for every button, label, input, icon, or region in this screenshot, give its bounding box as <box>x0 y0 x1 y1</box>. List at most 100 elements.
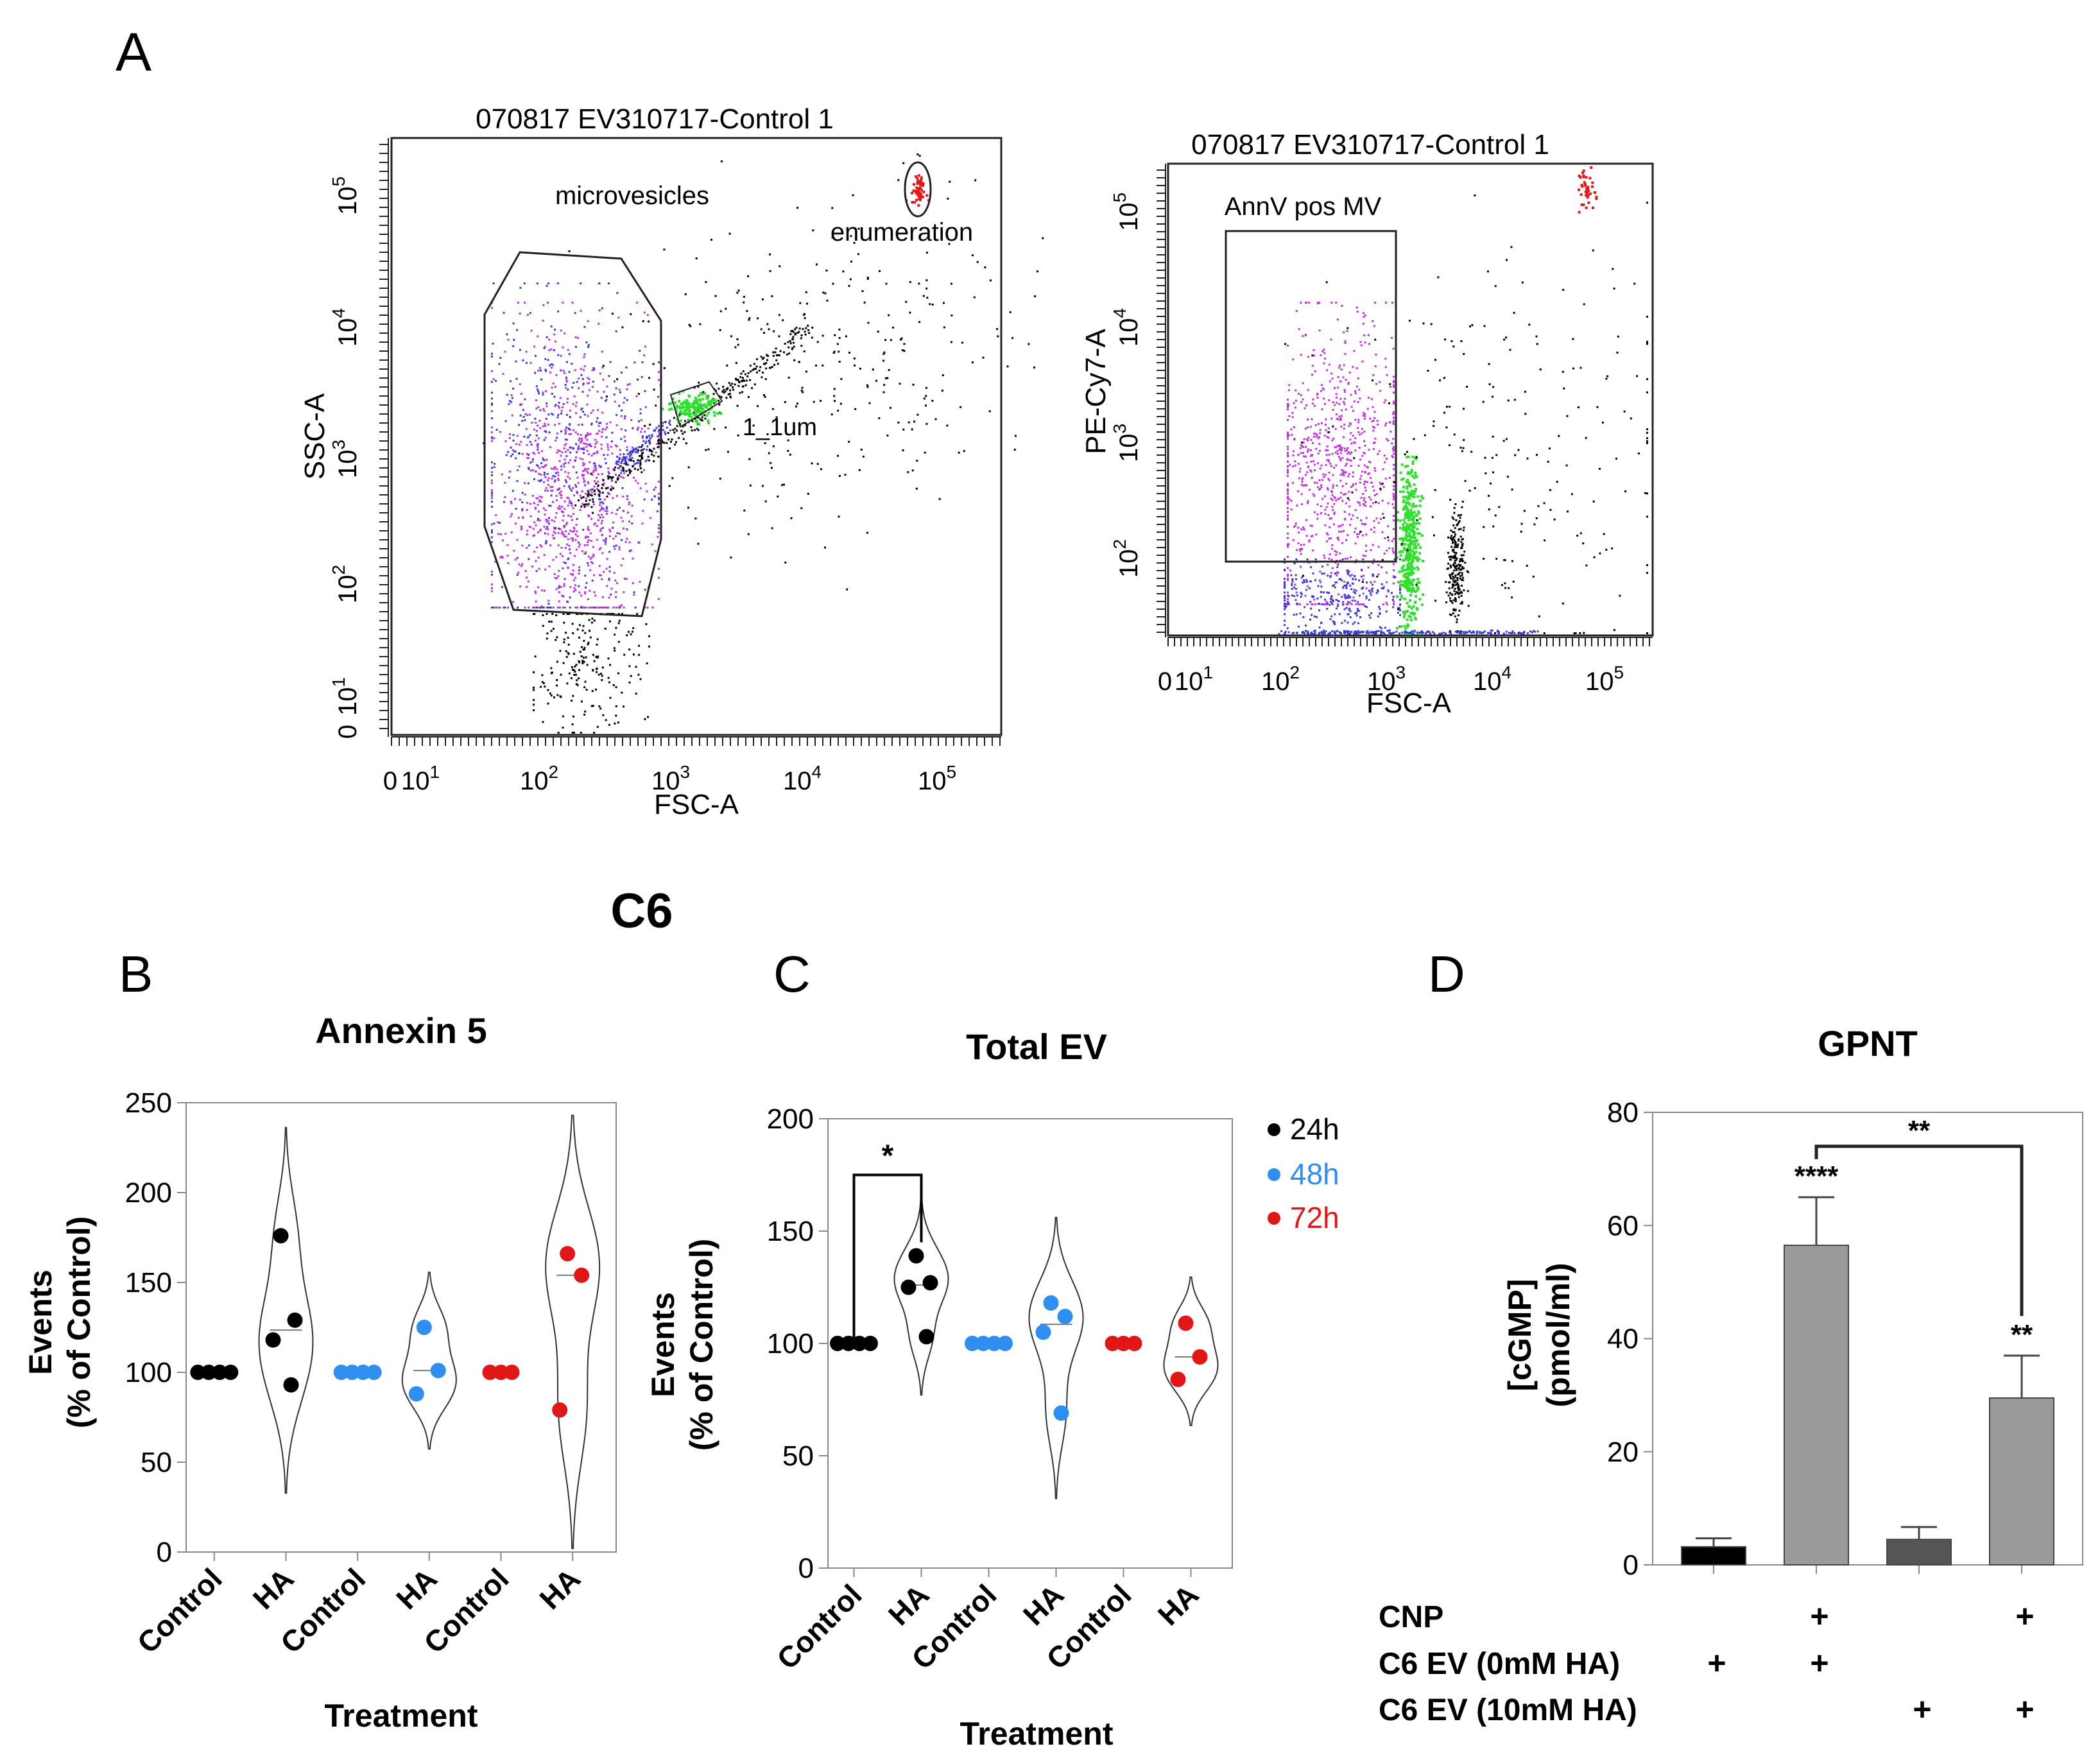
a1-event <box>684 293 687 295</box>
a1-event <box>594 462 596 465</box>
panel-label-b: B <box>119 945 153 1003</box>
a2-event <box>1411 543 1415 546</box>
a2-event <box>1527 632 1529 635</box>
a1-event <box>628 665 631 668</box>
a1-event <box>598 673 600 676</box>
a2-event <box>1407 559 1410 562</box>
a2-event <box>1400 549 1403 553</box>
a1-event <box>600 444 603 446</box>
a2-event <box>1456 632 1458 634</box>
a2-event <box>1303 438 1305 440</box>
a1-event <box>491 370 493 372</box>
annexin5-ha-point <box>283 1377 299 1393</box>
annexin5-y-tick-label: 250 <box>125 1087 172 1119</box>
a1-event <box>651 435 653 438</box>
bead-gate-label: 1_1um <box>743 414 817 441</box>
a1-event <box>882 352 885 355</box>
a1-event <box>575 523 578 526</box>
a1-event <box>675 404 678 408</box>
a1-event <box>615 481 617 483</box>
a1-event <box>596 417 599 419</box>
a1-event <box>615 714 617 717</box>
a1-event <box>942 374 944 377</box>
a1-event <box>504 533 507 535</box>
a2-event <box>1521 281 1524 284</box>
a2-event <box>1287 503 1289 505</box>
a1-event <box>909 281 911 283</box>
a1-event <box>653 496 656 498</box>
a1-event <box>595 688 597 691</box>
a1-event <box>547 600 550 602</box>
a2-event <box>1397 607 1400 609</box>
a1-event <box>569 410 571 412</box>
a2-event <box>1373 417 1376 419</box>
a1-event <box>574 589 577 591</box>
a2-event <box>1338 613 1341 616</box>
a1-event <box>521 509 524 512</box>
a1-event <box>626 388 628 390</box>
a1-event <box>877 331 879 333</box>
a1-event <box>598 494 600 496</box>
a1-event <box>537 446 539 449</box>
a2-event <box>1333 513 1336 515</box>
a1-event <box>602 502 605 505</box>
a2-event <box>1644 492 1646 494</box>
a2-event <box>1453 565 1456 567</box>
a2-event <box>1362 586 1364 589</box>
a1-event <box>635 693 637 695</box>
a2-event <box>1392 632 1395 634</box>
a2-event <box>1377 615 1379 617</box>
a1-event <box>897 179 900 182</box>
a1-event <box>606 558 608 560</box>
a1-event <box>728 382 730 384</box>
a2-event <box>1337 563 1339 565</box>
a2-event <box>1412 531 1415 535</box>
a2-event <box>1398 551 1401 554</box>
a2-event <box>1345 463 1348 465</box>
a1-event <box>491 397 493 400</box>
a2-event <box>1481 632 1483 634</box>
a1-event <box>917 180 920 183</box>
a1-event <box>639 678 642 680</box>
a1-event <box>531 422 533 424</box>
a1-event <box>617 672 620 675</box>
a1-event <box>746 310 748 313</box>
a1-event <box>915 198 918 202</box>
a1-event <box>589 499 591 501</box>
a2-event <box>1339 458 1341 460</box>
a1-event <box>589 630 591 632</box>
a1-event <box>715 390 717 392</box>
a1-event <box>491 501 493 503</box>
a1-event <box>651 434 653 436</box>
a2-event <box>1372 406 1374 408</box>
a1-event <box>997 335 999 338</box>
a2-event <box>1408 510 1411 513</box>
a1-event <box>736 291 739 294</box>
a2-event <box>1325 601 1328 603</box>
a2-event <box>1463 550 1466 553</box>
a2-event <box>1456 618 1458 621</box>
a1-event <box>613 393 615 396</box>
a2-event <box>1332 620 1334 623</box>
a1-event <box>651 543 653 546</box>
a1-event <box>567 538 569 540</box>
a1-event <box>787 450 789 452</box>
a2-event <box>1364 417 1366 420</box>
a1-event <box>562 463 565 465</box>
a1-event <box>615 544 617 547</box>
a1-event <box>799 302 802 304</box>
a1-event <box>565 521 568 524</box>
a2-event <box>1304 581 1306 583</box>
a1-event <box>594 493 596 496</box>
a2-event <box>1325 532 1328 535</box>
a1-event <box>737 384 740 387</box>
a1-event <box>657 536 659 538</box>
a1-event <box>574 670 576 673</box>
a2-event <box>1341 473 1344 476</box>
a2-event <box>1293 562 1296 565</box>
a2-event <box>1451 594 1454 596</box>
a1-event <box>778 354 780 357</box>
a2-event <box>1434 489 1436 491</box>
a1-event <box>626 384 629 386</box>
a1-event <box>796 207 798 209</box>
